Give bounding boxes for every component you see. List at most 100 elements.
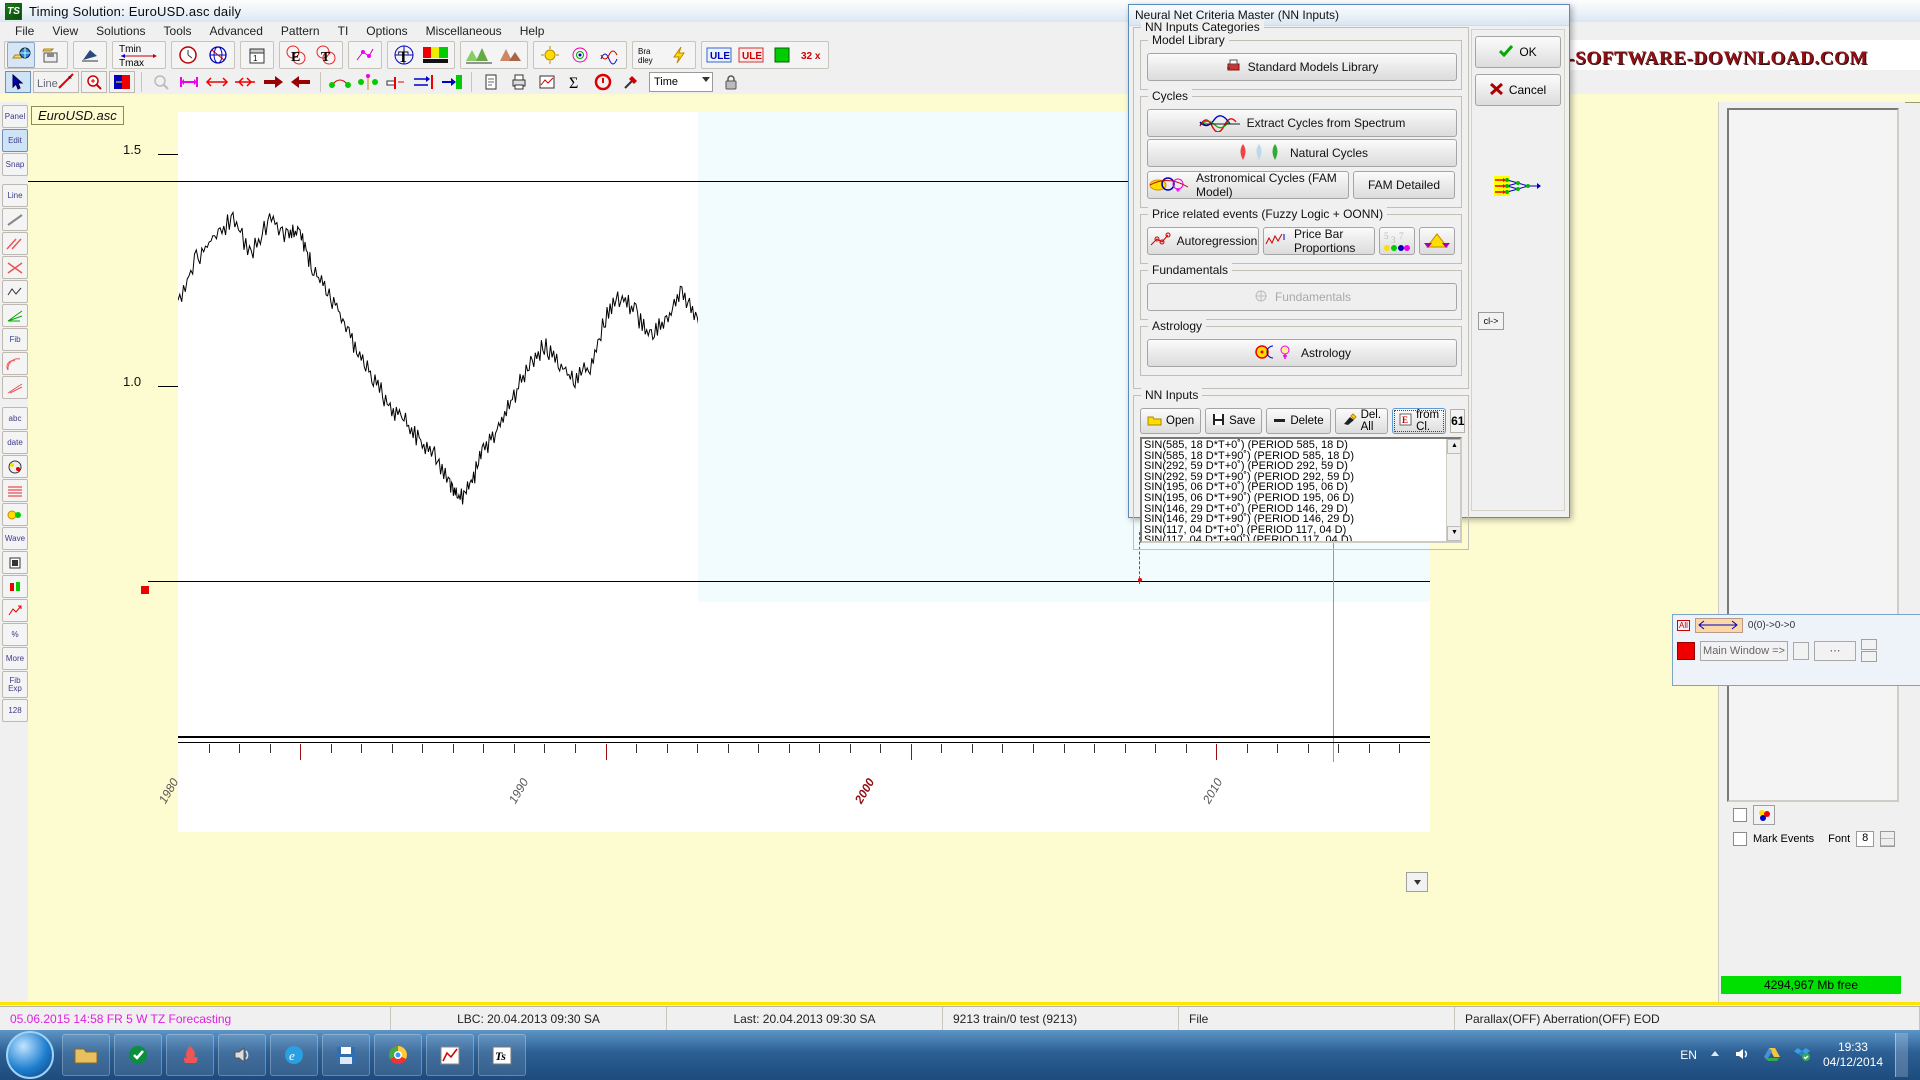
start-button[interactable]: [6, 1031, 54, 1079]
taskbar-chart-icon[interactable]: [426, 1034, 474, 1076]
expand-arrows-icon[interactable]: [204, 71, 230, 93]
delete-all-button[interactable]: Del. All: [1334, 408, 1389, 434]
window-tool[interactable]: [2, 551, 28, 574]
sigma-icon[interactable]: Σ: [562, 71, 588, 93]
hand-pointer-icon[interactable]: [383, 71, 409, 93]
scroll-down-arrow-icon[interactable]: ▼: [1447, 526, 1460, 541]
brackets-braley-icon[interactable]: Bra dley: [635, 42, 663, 68]
mountain-chart-2-icon[interactable]: [497, 42, 525, 68]
menu-item-miscellaneous[interactable]: Miscellaneous: [425, 24, 502, 38]
font-size-value[interactable]: 8: [1856, 831, 1875, 847]
taskbar-clock[interactable]: 19:33 04/12/2014: [1823, 1040, 1883, 1070]
ule-red-icon[interactable]: ULE: [736, 42, 766, 68]
delete-button[interactable]: Delete: [1266, 408, 1331, 434]
two-dots-arc-icon[interactable]: [327, 71, 353, 93]
tray-google-drive-icon[interactable]: [1763, 1046, 1781, 1065]
zigzag-tool[interactable]: [2, 280, 28, 303]
fib-arcs-tool[interactable]: [2, 352, 28, 375]
lightning-icon[interactable]: [665, 42, 693, 68]
save-button[interactable]: Save: [1205, 408, 1263, 434]
taskbar-chrome-icon[interactable]: [374, 1034, 422, 1076]
astrology-button[interactable]: Astrology: [1147, 339, 1457, 367]
percent-tool[interactable]: %: [2, 623, 28, 646]
mini-panel-stepper[interactable]: [1861, 639, 1877, 662]
forecast-tool[interactable]: [2, 599, 28, 622]
list-item[interactable]: SIN(146, 29 D*T+0˚) (PERIOD 146, 29 D): [1144, 502, 1348, 515]
lock-icon[interactable]: [718, 71, 744, 93]
planet-tool[interactable]: [2, 455, 28, 478]
tray-expand-icon[interactable]: [1709, 1048, 1721, 1062]
edit-tool[interactable]: Edit: [2, 129, 28, 152]
sun-rays-icon[interactable]: [536, 42, 564, 68]
zoom-32x-icon[interactable]: 32 x: [798, 42, 826, 68]
list-item[interactable]: SIN(195, 06 D*T+90˚) (PERIOD 195, 06 D): [1144, 491, 1354, 504]
fib-exp-tool[interactable]: Fib Exp: [2, 671, 28, 698]
document-icon[interactable]: [478, 71, 504, 93]
show-desktop-button[interactable]: [1895, 1033, 1908, 1077]
mountain-chart-icon[interactable]: [463, 42, 495, 68]
letter-e-circles-icon[interactable]: E: [282, 42, 310, 68]
taskbar-antivirus-icon[interactable]: [114, 1034, 162, 1076]
fib-tool[interactable]: Fib: [2, 328, 28, 351]
list-item[interactable]: SIN(292, 59 D*T+0˚) (PERIOD 292, 59 D): [1144, 460, 1348, 473]
taskbar-save-icon[interactable]: [322, 1034, 370, 1076]
price-bar-proportions-button[interactable]: Price Bar Proportions: [1263, 227, 1375, 255]
natural-cycles-button[interactable]: Natural Cycles: [1147, 139, 1457, 167]
open-globe-icon[interactable]: [7, 42, 35, 68]
save-folder-icon[interactable]: [37, 42, 65, 68]
chart-title-tab[interactable]: EuroUSD.asc: [31, 106, 124, 125]
arrow-right-icon[interactable]: [260, 71, 286, 93]
menu-item-advanced[interactable]: Advanced: [209, 24, 263, 38]
satellite-icon[interactable]: [76, 42, 104, 68]
abc-text-tool[interactable]: abc: [2, 407, 28, 430]
list-scrollbar[interactable]: ▲ ▼: [1446, 439, 1460, 541]
snap-tool[interactable]: Snap: [2, 153, 28, 176]
main-window-button[interactable]: Main Window =>: [1700, 640, 1788, 661]
green-square-icon[interactable]: [768, 42, 796, 68]
target-t-icon[interactable]: T: [390, 42, 418, 68]
events-list[interactable]: [1727, 108, 1899, 802]
tray-language[interactable]: EN: [1680, 1048, 1697, 1062]
all-badge[interactable]: All: [1677, 620, 1690, 631]
fam-detailed-button[interactable]: FAM Detailed: [1353, 171, 1455, 199]
cycle-spiral-icon[interactable]: [566, 42, 594, 68]
autoregression-button[interactable]: Autoregression: [1147, 227, 1259, 255]
tools-wrench-icon[interactable]: [618, 71, 644, 93]
taskbar-explorer-icon[interactable]: [62, 1034, 110, 1076]
menu-item-ti[interactable]: TI: [337, 24, 349, 38]
extra-checkbox[interactable]: [1793, 641, 1809, 660]
stop-clock-icon[interactable]: [590, 71, 616, 93]
list-item[interactable]: SIN(146, 29 D*T+90˚) (PERIOD 146, 29 D): [1144, 513, 1354, 526]
menu-item-help[interactable]: Help: [519, 24, 545, 38]
print-icon[interactable]: [506, 71, 532, 93]
astronomical-cycles-button[interactable]: Astronomical Cycles (FAM Model): [1147, 171, 1349, 199]
color-swatch[interactable]: [1677, 641, 1695, 660]
mirror-dots-icon[interactable]: [355, 71, 381, 93]
events-filter-checkbox[interactable]: [1733, 808, 1747, 822]
color-palette-icon[interactable]: [1753, 805, 1775, 825]
tmin-tmax-icon[interactable]: Tmin Tmax: [115, 42, 163, 68]
nn-inputs-list-body[interactable]: SIN(585, 18 D*T+0˚) (PERIOD 585, 18 D) SI…: [1144, 440, 1458, 543]
list-item[interactable]: SIN(195, 06 D*T+0˚) (PERIOD 195, 06 D): [1144, 481, 1348, 494]
menu-item-file[interactable]: File: [15, 24, 35, 38]
trendline-tool[interactable]: [2, 208, 28, 231]
fib-fan-tool[interactable]: [2, 376, 28, 399]
wave-overlay-icon[interactable]: [596, 42, 624, 68]
panel-tool[interactable]: Panel: [2, 105, 28, 128]
zoom-in-icon[interactable]: [81, 71, 107, 93]
letter-t-circles-icon[interactable]: T: [312, 42, 340, 68]
align-right-arrows-icon[interactable]: [411, 71, 437, 93]
taskbar-volume-icon[interactable]: [218, 1034, 266, 1076]
line-tool[interactable]: Line: [2, 184, 28, 207]
calendar-icon[interactable]: 1: [243, 42, 271, 68]
ok-button[interactable]: OK: [1475, 36, 1561, 68]
chart-report-icon[interactable]: [534, 71, 560, 93]
globe-grid-icon[interactable]: [204, 42, 232, 68]
dots-button[interactable]: ⋯: [1814, 640, 1856, 661]
128-tool[interactable]: 128: [2, 699, 28, 722]
extract-cycles-button[interactable]: Extract Cycles from Spectrum: [1147, 109, 1457, 137]
list-item[interactable]: SIN(117, 04 D*T+90˚) (PERIOD 117, 04 D): [1144, 534, 1353, 543]
cl-arrow-button[interactable]: cl->: [1478, 312, 1504, 330]
font-size-stepper[interactable]: [1880, 831, 1896, 847]
